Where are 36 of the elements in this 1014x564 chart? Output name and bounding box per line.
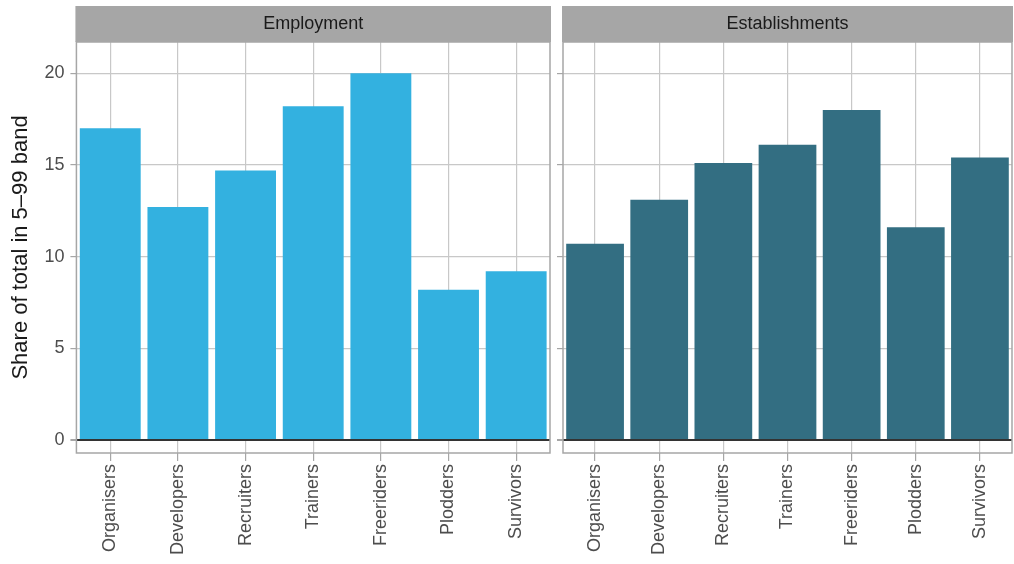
x-tick-label: Organisers	[99, 463, 120, 552]
x-tick-label: Organisers	[584, 463, 605, 552]
x-tick-label: Recruiters	[712, 463, 733, 546]
bar	[215, 170, 276, 440]
bar	[822, 109, 881, 440]
bar	[630, 199, 689, 440]
x-tick-label: Freeriders	[840, 463, 861, 546]
x-tick-label: Developers	[648, 463, 669, 555]
x-tick-label: Plodders	[437, 463, 458, 535]
bar	[418, 289, 479, 440]
bar	[886, 227, 945, 440]
bar	[485, 271, 547, 440]
y-tick-label: 15	[44, 153, 65, 174]
bar	[79, 128, 141, 440]
y-axis-title: Share of total in 5–99 band	[7, 115, 33, 380]
bar	[350, 73, 412, 440]
x-tick-label: Recruiters	[234, 463, 255, 546]
x-tick-label: Trainers	[776, 463, 797, 530]
x-tick-label: Developers	[166, 463, 187, 555]
chart-title: Employment	[263, 12, 364, 33]
y-tick-label: 0	[54, 429, 65, 450]
bar	[566, 243, 624, 440]
y-tick-label: 10	[44, 245, 65, 266]
x-tick-label: Survivors	[968, 463, 989, 539]
bar	[694, 163, 753, 440]
x-tick-label: Freeriders	[369, 463, 390, 546]
x-tick-label: Plodders	[904, 463, 925, 535]
y-tick-label: 5	[54, 337, 65, 358]
x-tick-label: Survivors	[505, 463, 526, 539]
x-tick-label: Trainers	[302, 463, 323, 530]
bar	[758, 144, 817, 440]
bar	[282, 106, 344, 440]
y-tick-label: 20	[44, 62, 65, 83]
chart-title: Establishments	[726, 12, 849, 33]
bar	[951, 157, 1009, 440]
bar	[147, 207, 209, 440]
